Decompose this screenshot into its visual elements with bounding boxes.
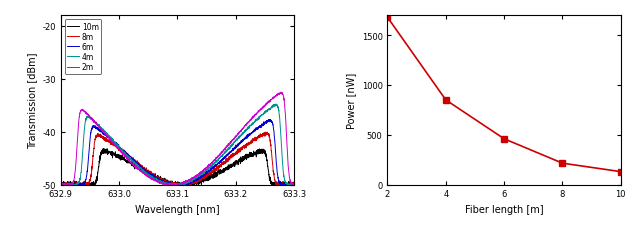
X-axis label: Wavelength [nm]: Wavelength [nm] bbox=[135, 204, 220, 214]
4m bbox=[70, 184, 77, 186]
8m bbox=[301, 182, 308, 185]
4m bbox=[272, 103, 280, 106]
6m bbox=[172, 183, 180, 186]
2m bbox=[179, 181, 187, 184]
8m bbox=[285, 186, 292, 189]
10m bbox=[301, 183, 308, 186]
X-axis label: Fiber length [m]: Fiber length [m] bbox=[465, 204, 543, 214]
8m bbox=[57, 185, 65, 187]
10m bbox=[179, 184, 187, 187]
Line: 8m: 8m bbox=[61, 132, 312, 187]
Line: 2m: 2m bbox=[61, 93, 312, 186]
8m bbox=[308, 183, 316, 186]
2m bbox=[308, 183, 316, 186]
8m bbox=[179, 182, 187, 185]
8m bbox=[172, 182, 180, 185]
2m bbox=[301, 184, 308, 186]
2m bbox=[255, 110, 262, 112]
6m bbox=[301, 184, 308, 187]
10m bbox=[77, 187, 84, 190]
8m bbox=[301, 184, 308, 187]
4m bbox=[255, 117, 262, 120]
6m bbox=[308, 183, 316, 186]
6m bbox=[265, 119, 273, 121]
10m bbox=[301, 182, 308, 185]
Y-axis label: Transmission [dBm]: Transmission [dBm] bbox=[27, 52, 36, 149]
2m bbox=[276, 91, 284, 94]
6m bbox=[70, 183, 77, 186]
2m bbox=[57, 184, 65, 187]
8m bbox=[262, 131, 269, 134]
Line: 4m: 4m bbox=[61, 104, 312, 186]
Line: 10m: 10m bbox=[61, 149, 312, 189]
4m bbox=[308, 183, 316, 186]
Legend: 10m, 8m, 6m, 4m, 2m: 10m, 8m, 6m, 4m, 2m bbox=[65, 20, 102, 75]
6m bbox=[57, 185, 65, 188]
10m bbox=[99, 147, 107, 150]
2m bbox=[301, 183, 308, 186]
2m bbox=[305, 185, 313, 187]
4m bbox=[301, 183, 308, 185]
2m bbox=[172, 183, 180, 186]
4m bbox=[172, 184, 180, 186]
4m bbox=[301, 184, 308, 186]
Line: 6m: 6m bbox=[61, 120, 312, 187]
6m bbox=[172, 185, 179, 188]
6m bbox=[301, 184, 308, 187]
10m bbox=[57, 182, 65, 184]
8m bbox=[255, 136, 262, 139]
10m bbox=[173, 182, 180, 185]
10m bbox=[70, 185, 77, 187]
4m bbox=[179, 183, 187, 185]
10m bbox=[308, 181, 316, 184]
6m bbox=[255, 127, 262, 130]
10m bbox=[255, 152, 262, 155]
2m bbox=[70, 180, 77, 182]
Y-axis label: Power [nW]: Power [nW] bbox=[346, 73, 356, 128]
8m bbox=[70, 184, 77, 187]
6m bbox=[179, 183, 187, 185]
4m bbox=[57, 183, 65, 186]
4m bbox=[286, 185, 294, 187]
